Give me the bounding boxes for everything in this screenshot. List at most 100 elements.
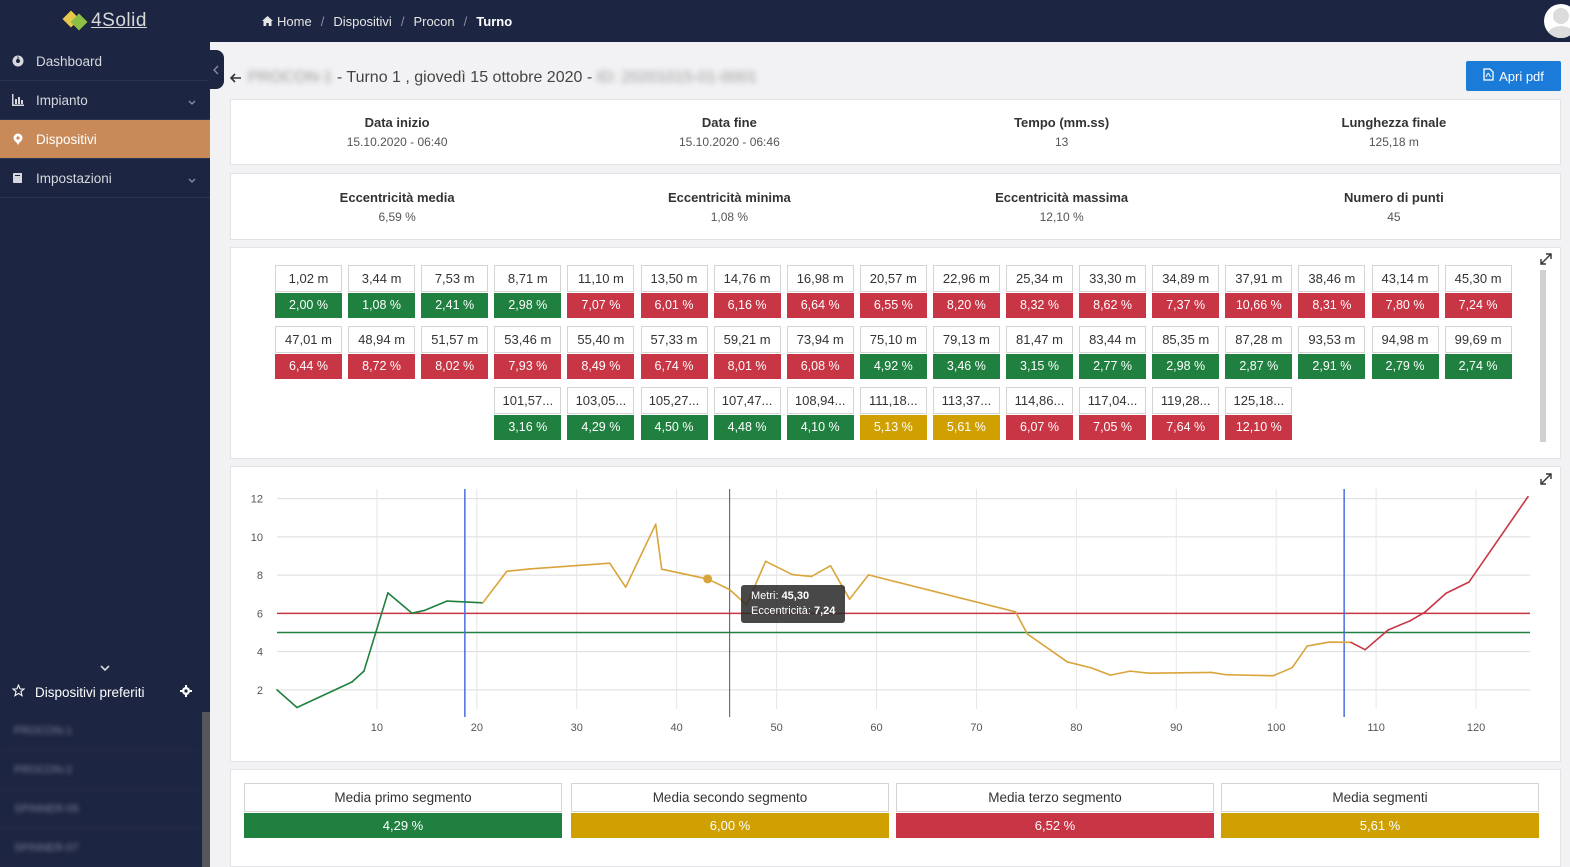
breadcrumb-home[interactable]: Home: [277, 13, 312, 29]
point-metri: 13,50 m: [640, 265, 708, 292]
eccentricity-chart[interactable]: 2 4 6 8 10 12 10 20 30 40 50 60 70 80 90 100 110 120: [240, 478, 1530, 748]
gear-icon[interactable]: [180, 685, 192, 700]
point-cell[interactable]: 73,94 m 6,08 %: [786, 326, 854, 379]
point-cell[interactable]: 117,04... 7,05 %: [1079, 387, 1147, 440]
point-cell[interactable]: 101,57... 3,16 %: [494, 387, 562, 440]
point-cell[interactable]: 16,98 m 6,64 %: [786, 265, 854, 318]
x-tick-label: 110: [1367, 722, 1385, 734]
sidebar-collapse-button[interactable]: [208, 50, 224, 89]
point-cell[interactable]: 37,91 m 10,66 %: [1225, 265, 1293, 318]
sidebar-item-dashboard[interactable]: Dashboard: [0, 42, 210, 81]
point-cell[interactable]: 13,50 m 6,01 %: [640, 265, 708, 318]
point-cell[interactable]: 8,71 m 2,98 %: [494, 265, 562, 318]
point-cell[interactable]: 105,27... 4,50 %: [640, 387, 708, 440]
point-cell[interactable]: 75,10 m 4,92 %: [859, 326, 927, 379]
point-cell[interactable]: 55,40 m 8,49 %: [567, 326, 635, 379]
point-cell[interactable]: 25,34 m 8,32 %: [1006, 265, 1073, 318]
point-eccentricita: 2,87 %: [1225, 354, 1293, 379]
open-pdf-button[interactable]: Apri pdf: [1466, 61, 1561, 91]
point-cell[interactable]: 114,86... 6,07 %: [1006, 387, 1073, 440]
points-scrollbar[interactable]: [1540, 270, 1546, 442]
point-cell[interactable]: 81,47 m 3,15 %: [1006, 326, 1073, 379]
point-cell[interactable]: 51,57 m 8,02 %: [421, 326, 489, 379]
favorites-scrollbar[interactable]: [202, 712, 210, 867]
point-eccentricita: 4,48 %: [713, 415, 781, 440]
point-cell[interactable]: 11,10 m 7,07 %: [567, 265, 635, 318]
logo-icon: [62, 10, 89, 32]
point-cell[interactable]: 57,33 m 6,74 %: [640, 326, 708, 379]
back-arrow-icon[interactable]: [229, 70, 242, 86]
breadcrumb-procon[interactable]: Procon: [413, 13, 455, 29]
x-tick-label: 90: [1170, 722, 1182, 734]
point-cell[interactable]: 108,94... 4,10 %: [786, 387, 854, 440]
point-cell[interactable]: 3,44 m 1,08 %: [348, 265, 416, 318]
point-metri: 73,94 m: [786, 326, 854, 353]
point-eccentricita: 8,20 %: [932, 293, 1000, 318]
favorites-header[interactable]: Dispositivi preferiti: [0, 675, 210, 709]
series-segment: [351, 670, 365, 683]
favorite-item[interactable]: PROCON-2: [0, 751, 200, 790]
favorite-item[interactable]: PROCON-1: [0, 712, 200, 751]
point-eccentricita: 7,24 %: [1444, 293, 1512, 318]
x-tick-label: 120: [1467, 722, 1485, 734]
point-cell[interactable]: 85,35 m 2,98 %: [1152, 326, 1220, 379]
series-segment: [1350, 641, 1366, 651]
point-cell[interactable]: 7,53 m 2,41 %: [421, 265, 489, 318]
point-cell[interactable]: 119,28... 7,64 %: [1152, 387, 1220, 440]
point-metri: 114,86...: [1006, 387, 1073, 414]
point-cell[interactable]: 103,05... 4,29 %: [567, 387, 635, 440]
sidebar-item-impostazioni[interactable]: Impostazioni: [0, 159, 210, 198]
expand-icon[interactable]: [1539, 252, 1553, 266]
app-logo[interactable]: 4Solid: [0, 0, 210, 42]
point-cell[interactable]: 20,57 m 6,55 %: [859, 265, 927, 318]
point-cell[interactable]: 53,46 m 7,93 %: [494, 326, 562, 379]
point-cell[interactable]: 43,14 m 7,80 %: [1371, 265, 1439, 318]
point-cell[interactable]: 125,18... 12,10 %: [1225, 387, 1293, 440]
point-eccentricita: 8,02 %: [421, 354, 489, 379]
expand-icon[interactable]: [1539, 472, 1553, 486]
series-segment: [1210, 671, 1228, 676]
point-cell[interactable]: 87,28 m 2,87 %: [1225, 326, 1293, 379]
point-cell[interactable]: 22,96 m 8,20 %: [932, 265, 1000, 318]
point-metri: 38,46 m: [1298, 265, 1366, 292]
chevron-down-icon[interactable]: [100, 660, 110, 675]
avatar[interactable]: [1544, 4, 1570, 38]
stats-card-time: Data inizio 15.10.2020 - 06:40 Data fine 1…: [230, 99, 1561, 165]
chevron-down-icon: [188, 172, 196, 187]
point-metri: 83,44 m: [1079, 326, 1147, 353]
point-cell[interactable]: 14,76 m 6,16 %: [713, 265, 781, 318]
point-cell[interactable]: 1,02 m 2,00 %: [275, 265, 342, 318]
point-cell[interactable]: 45,30 m 7,24 %: [1444, 265, 1512, 318]
sidebar-item-dispositivi[interactable]: Dispositivi: [0, 120, 210, 159]
sidebar-item-label: Impianto: [36, 92, 88, 108]
series-segment: [1225, 673, 1275, 677]
point-cell[interactable]: 38,46 m 8,31 %: [1298, 265, 1366, 318]
point-cell[interactable]: 47,01 m 6,44 %: [275, 326, 342, 379]
point-cell[interactable]: 48,94 m 8,72 %: [348, 326, 416, 379]
point-eccentricita: 7,64 %: [1152, 415, 1220, 440]
series-segment: [1468, 495, 1529, 583]
point-cell[interactable]: 34,89 m 7,37 %: [1152, 265, 1220, 318]
breadcrumb-dispositivi[interactable]: Dispositivi: [333, 13, 392, 29]
point-cell[interactable]: 99,69 m 2,74 %: [1444, 326, 1512, 379]
point-metri: 22,96 m: [932, 265, 1000, 292]
point-cell[interactable]: 59,21 m 8,01 %: [713, 326, 781, 379]
point-cell[interactable]: 33,30 m 8,62 %: [1079, 265, 1147, 318]
point-cell[interactable]: 83,44 m 2,77 %: [1079, 326, 1147, 379]
series-segment: [1424, 592, 1447, 613]
point-cell[interactable]: 107,47... 4,48 %: [713, 387, 781, 440]
turno-id: ID: 20201015-01-0001: [596, 69, 757, 86]
point-eccentricita: 5,61 %: [932, 415, 1000, 440]
point-cell[interactable]: 113,37... 5,61 %: [932, 387, 1000, 440]
series-segment: [1409, 611, 1426, 622]
point-cell[interactable]: 93,53 m 2,91 %: [1298, 326, 1366, 379]
point-cell[interactable]: 79,13 m 3,46 %: [932, 326, 1000, 379]
sidebar-item-impianto[interactable]: Impianto: [0, 81, 210, 120]
point-cell[interactable]: 94,98 m 2,79 %: [1371, 326, 1439, 379]
point-eccentricita: 4,92 %: [859, 354, 927, 379]
favorite-item[interactable]: SPINNER-07: [0, 829, 200, 867]
x-tick-label: 10: [371, 722, 383, 734]
series-segment: [1090, 667, 1112, 676]
point-cell[interactable]: 111,18... 5,13 %: [859, 387, 927, 440]
favorite-item[interactable]: SPINNER-05: [0, 790, 200, 829]
